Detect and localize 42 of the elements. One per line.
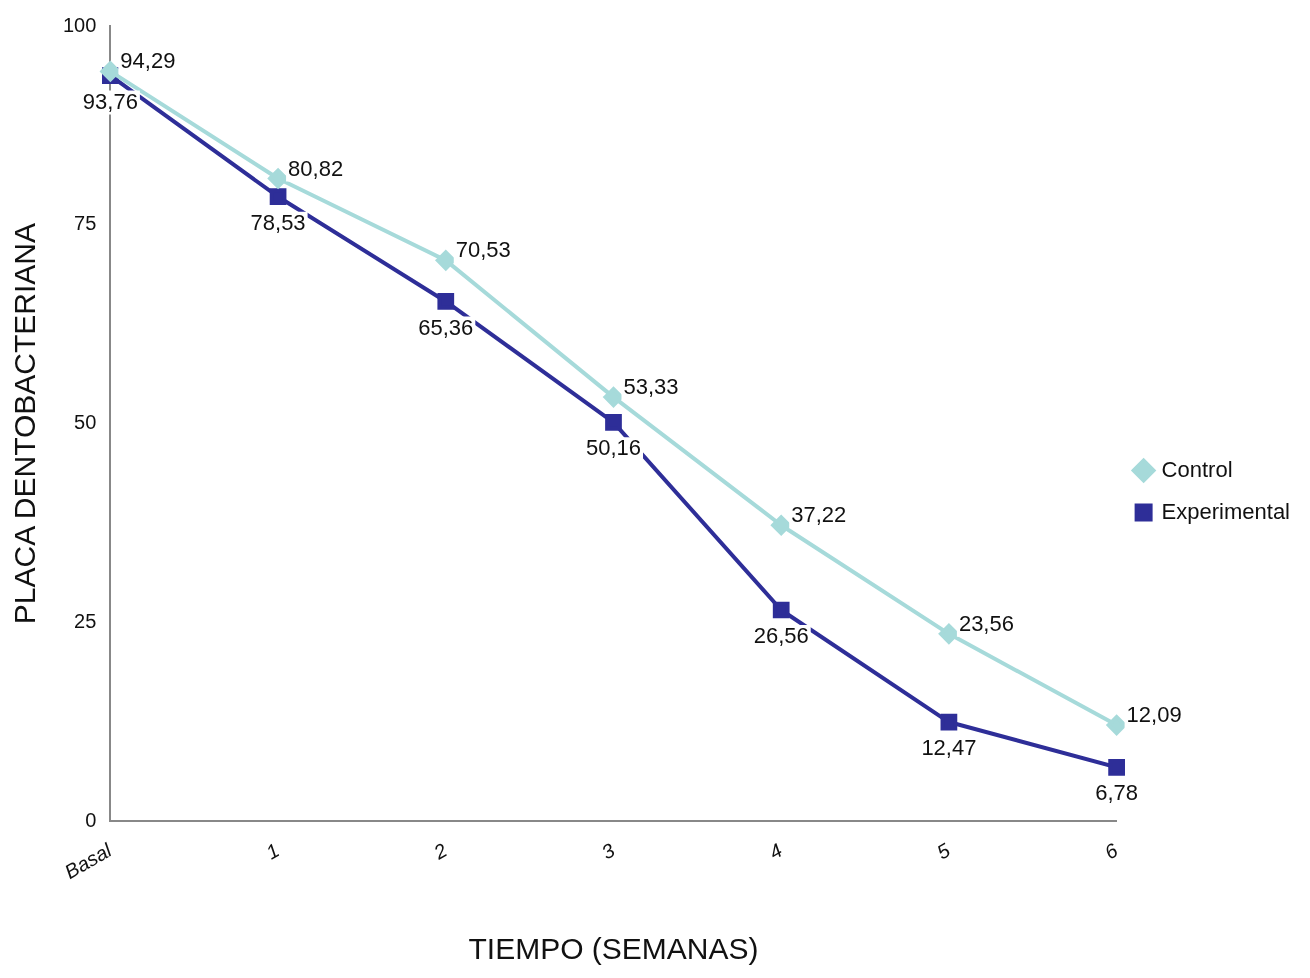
x-tick-label: 6 xyxy=(1100,838,1123,864)
y-axis-title: PLACA DENTOBACTERIANA xyxy=(8,222,42,625)
data-label: 23,56 xyxy=(958,610,1014,636)
data-label: 65,36 xyxy=(418,314,474,340)
point xyxy=(772,601,790,619)
point xyxy=(771,515,792,536)
x-tick-label: 3 xyxy=(597,838,619,864)
data-label: 94,29 xyxy=(120,48,176,74)
data-label: 78,53 xyxy=(250,209,306,235)
point xyxy=(940,713,958,731)
point xyxy=(938,623,959,644)
y-tick-label: 75 xyxy=(74,212,97,235)
data-label: 70,53 xyxy=(455,237,511,263)
y-tick-label: 50 xyxy=(74,411,97,434)
point xyxy=(269,188,287,206)
point xyxy=(603,387,624,408)
x-tick-label: 4 xyxy=(765,838,786,864)
x-tick-label: 2 xyxy=(429,838,451,864)
legend-label: Experimental xyxy=(1161,498,1290,524)
data-label: 26,56 xyxy=(753,623,809,649)
y-tick-label: 25 xyxy=(74,609,97,632)
point xyxy=(1108,758,1125,776)
legend-label: Control xyxy=(1161,456,1233,482)
x-axis-title: TIEMPO (SEMANAS) xyxy=(468,932,759,966)
data-label: 12,09 xyxy=(1126,702,1182,728)
data-label: 6,78 xyxy=(1095,780,1139,806)
y-tick-label: 100 xyxy=(62,13,97,36)
point xyxy=(100,61,121,82)
data-label: 37,22 xyxy=(791,502,847,528)
data-label: 50,16 xyxy=(585,435,642,461)
x-tick-label: 5 xyxy=(933,838,955,864)
point xyxy=(1106,715,1127,736)
x-tick-label: 1 xyxy=(262,838,283,864)
data-label: 53,33 xyxy=(623,374,679,400)
y-tick-label: 0 xyxy=(85,808,97,831)
point xyxy=(437,293,455,310)
point xyxy=(605,413,622,431)
data-label: 12,47 xyxy=(921,735,977,761)
point xyxy=(268,168,289,189)
data-label: 93,76 xyxy=(82,88,138,114)
point xyxy=(435,250,456,271)
data-label: 80,82 xyxy=(288,155,344,181)
